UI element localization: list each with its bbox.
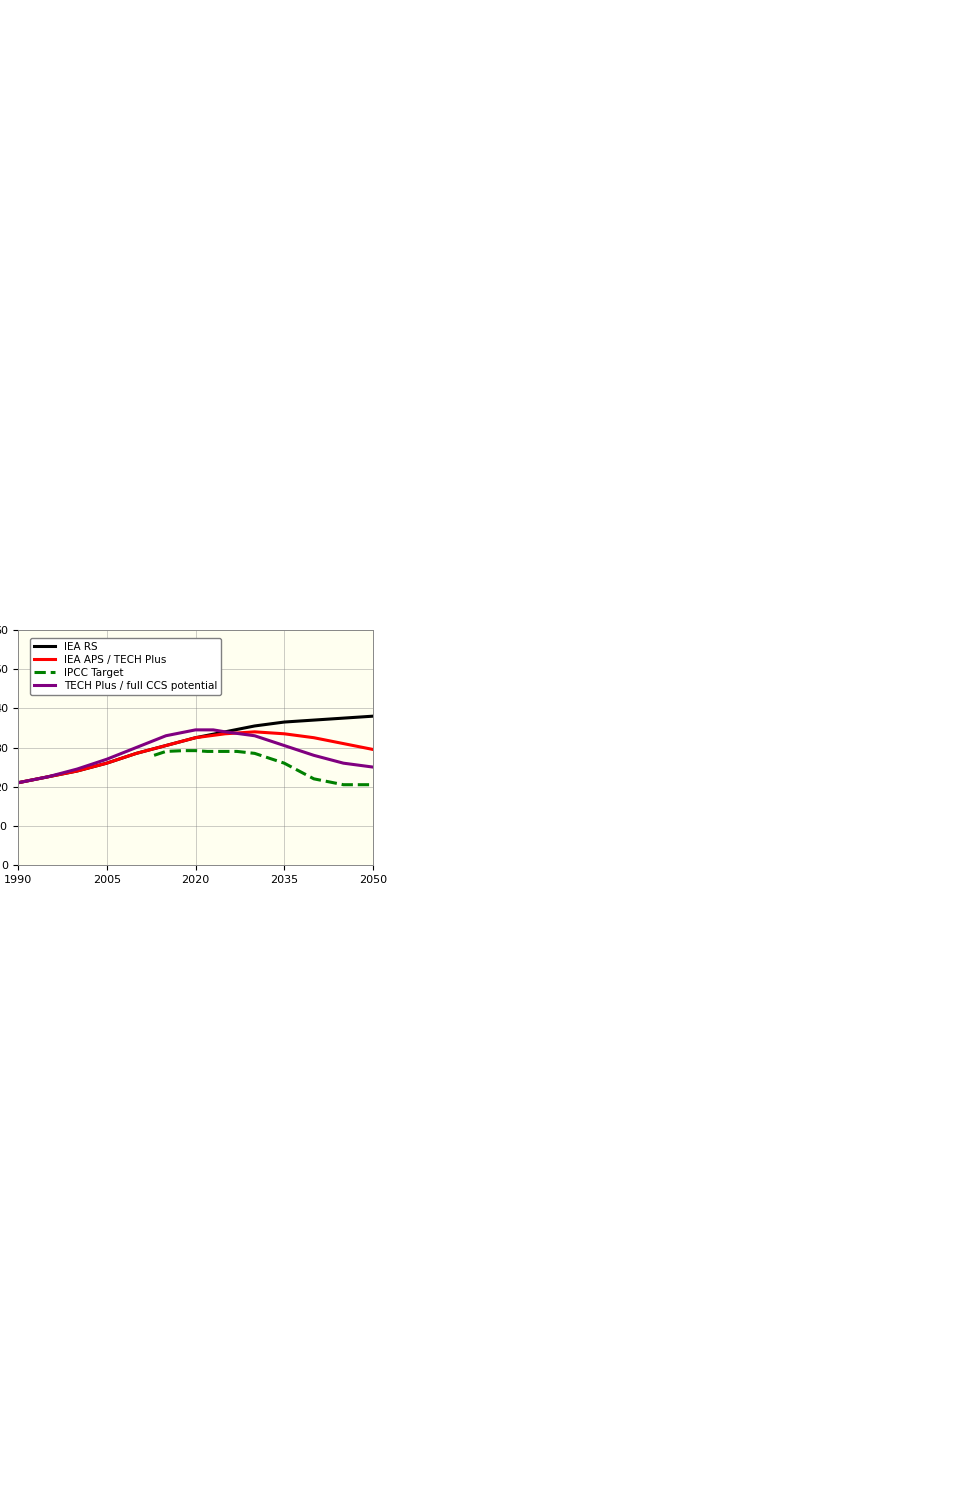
Line: IPCC Target: IPCC Target	[155, 750, 373, 785]
TECH Plus / full CCS potential	[219, 723, 230, 741]
IEA APS / TECH Plus	[131, 744, 142, 763]
IPCC Target	[308, 770, 320, 788]
IPCC Target	[231, 743, 243, 761]
IPCC Target	[178, 741, 189, 760]
TECH Plus / full CCS potential	[101, 750, 112, 769]
Line: IEA APS / TECH Plus: IEA APS / TECH Plus	[18, 732, 373, 782]
IPCC Target	[202, 743, 213, 761]
IPCC Target	[249, 744, 260, 763]
IPCC Target	[149, 746, 160, 764]
IEA APS / TECH Plus	[278, 725, 290, 743]
IEA APS / TECH Plus	[12, 773, 24, 791]
TECH Plus / full CCS potential	[160, 726, 172, 744]
IEA APS / TECH Plus	[42, 769, 54, 787]
IEA APS / TECH Plus	[338, 734, 349, 752]
IEA APS / TECH Plus	[71, 763, 83, 781]
IEA RS	[42, 769, 54, 787]
TECH Plus / full CCS potential	[71, 760, 83, 778]
TECH Plus / full CCS potential	[308, 746, 320, 764]
IEA RS	[131, 744, 142, 763]
IEA APS / TECH Plus	[219, 725, 230, 743]
TECH Plus / full CCS potential	[368, 758, 379, 776]
IEA RS	[338, 708, 349, 726]
IEA APS / TECH Plus	[368, 740, 379, 758]
Line: TECH Plus / full CCS potential: TECH Plus / full CCS potential	[18, 729, 373, 782]
Line: IEA RS: IEA RS	[18, 716, 373, 782]
IPCC Target	[219, 743, 230, 761]
IEA RS	[368, 707, 379, 725]
IEA RS	[12, 773, 24, 791]
IPCC Target	[190, 741, 202, 760]
IPCC Target	[278, 754, 290, 772]
IEA APS / TECH Plus	[101, 754, 112, 772]
IEA RS	[101, 754, 112, 772]
IEA RS	[160, 737, 172, 755]
TECH Plus / full CCS potential	[338, 754, 349, 772]
IEA RS	[190, 728, 202, 746]
IPCC Target	[368, 776, 379, 794]
TECH Plus / full CCS potential	[278, 737, 290, 755]
TECH Plus / full CCS potential	[249, 726, 260, 744]
IEA RS	[71, 763, 83, 781]
IEA RS	[308, 711, 320, 729]
TECH Plus / full CCS potential	[42, 769, 54, 787]
TECH Plus / full CCS potential	[190, 720, 202, 738]
Legend: IEA RS, IEA APS / TECH Plus, IPCC Target, TECH Plus / full CCS potential: IEA RS, IEA APS / TECH Plus, IPCC Target…	[31, 638, 221, 695]
TECH Plus / full CCS potential	[12, 773, 24, 791]
IEA APS / TECH Plus	[190, 728, 202, 746]
IPCC Target	[267, 750, 278, 769]
IPCC Target	[338, 776, 349, 794]
TECH Plus / full CCS potential	[207, 720, 219, 738]
IEA APS / TECH Plus	[160, 737, 172, 755]
IEA RS	[249, 717, 260, 735]
IEA RS	[278, 713, 290, 731]
IEA APS / TECH Plus	[308, 728, 320, 746]
IEA APS / TECH Plus	[249, 723, 260, 741]
TECH Plus / full CCS potential	[131, 738, 142, 757]
IEA RS	[219, 723, 230, 741]
IPCC Target	[160, 743, 172, 761]
